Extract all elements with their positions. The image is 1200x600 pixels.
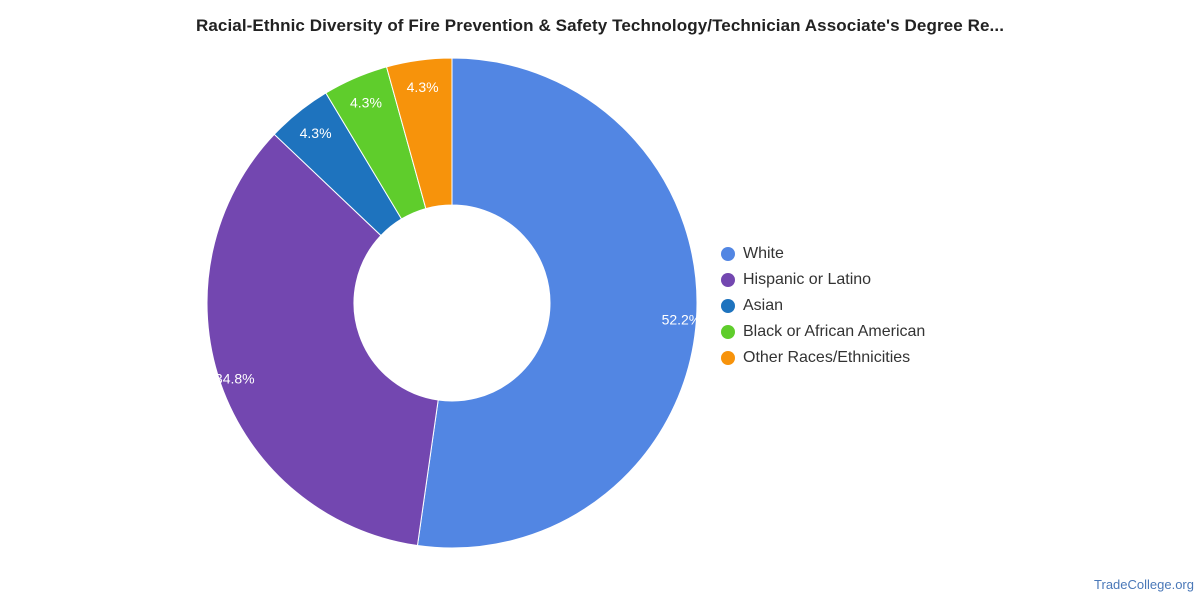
legend-item[interactable]: Asian (721, 293, 925, 319)
legend-item[interactable]: Black or African American (721, 319, 925, 345)
chart-title: Racial-Ethnic Diversity of Fire Preventi… (195, 16, 1005, 35)
legend-label: Asian (743, 297, 784, 314)
legend-item[interactable]: Hispanic or Latino (721, 267, 925, 293)
legend-label: Hispanic or Latino (743, 271, 872, 288)
legend-swatch (721, 273, 735, 287)
slice-value-label: 4.3% (350, 95, 382, 111)
legend-swatch (721, 325, 735, 339)
legend-label: Black or African American (743, 323, 926, 340)
slice-other-races-ethnicities[interactable] (385, 57, 453, 210)
legend-swatch (721, 299, 735, 313)
watermark[interactable]: TradeCollege.org (1094, 577, 1194, 592)
legend-label: White (743, 245, 784, 262)
slice-value-label: 4.3% (300, 125, 332, 141)
legend-item[interactable]: White (721, 241, 925, 267)
slice-value-label: 52.2% (662, 311, 702, 327)
legend-item[interactable]: Other Races/Ethnicities (721, 345, 925, 371)
legend-label: Other Races/Ethnicities (743, 349, 911, 366)
legend-swatch (721, 351, 735, 365)
slice-hispanic-or-latino[interactable] (206, 133, 439, 547)
legend-swatch (721, 247, 735, 261)
slice-white[interactable] (416, 57, 698, 549)
slice-value-label: 4.3% (407, 79, 439, 95)
slice-value-label: 34.8% (215, 371, 255, 387)
chart-legend: White Hispanic or Latino Asian Black or Afr… (721, 241, 925, 371)
